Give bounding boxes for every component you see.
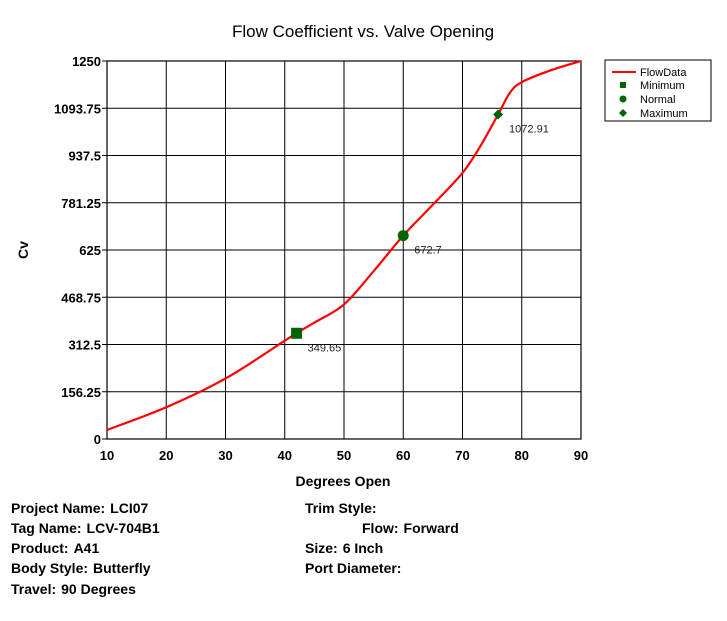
data-label-maximum: 1072.91 — [509, 124, 549, 136]
marker-maximum — [493, 109, 504, 120]
project-name-value: LCI07 — [110, 500, 149, 516]
port-diameter-row: Port Diameter: — [305, 560, 406, 576]
data-label-normal: 672.7 — [414, 245, 442, 257]
y-tick-label: 0 — [94, 432, 101, 447]
travel-label: Travel: — [11, 581, 57, 597]
flow-row: Flow: Forward — [362, 520, 459, 536]
x-tick-label: 30 — [218, 448, 232, 463]
flow-value: Forward — [403, 520, 459, 536]
y-tick-label: 312.5 — [68, 338, 101, 353]
axes: 10 20 30 40 50 60 70 80 90 0 156.25 312.5 468.75 625 7… — [54, 54, 588, 463]
travel-value: 90 Degrees — [61, 581, 136, 597]
legend-square-swatch — [620, 82, 626, 88]
x-tick-label: 10 — [100, 448, 114, 463]
y-tick-label: 468.75 — [61, 290, 101, 305]
travel-row: Travel: 90 Degrees — [11, 581, 136, 597]
y-tick-label: 1250 — [72, 54, 101, 69]
chart-title: Flow Coefficient vs. Valve Opening — [232, 22, 494, 41]
marker-layer: 349.65 672.7 1072.91 — [291, 109, 549, 354]
body-style-label: Body Style: — [11, 560, 89, 576]
x-axis-title: Degrees Open — [296, 473, 391, 489]
project-name-label: Project Name: — [11, 500, 106, 516]
y-tick-label: 1093.75 — [54, 101, 101, 116]
trim-style-label: Trim Style: — [305, 500, 377, 516]
product-label: Product: — [11, 540, 69, 556]
size-row: Size: 6 Inch — [305, 540, 383, 556]
body-style-row: Body Style: Butterfly — [11, 560, 151, 576]
y-tick-label: 625 — [79, 243, 101, 258]
port-diameter-label: Port Diameter: — [305, 560, 402, 576]
product-row: Product: A41 — [11, 540, 99, 556]
legend-diamond-swatch — [619, 109, 627, 117]
plot-frame — [106, 60, 582, 440]
size-label: Size: — [305, 540, 338, 556]
x-tick-label: 80 — [515, 448, 529, 463]
marker-minimum — [291, 327, 303, 339]
tag-name-value: LCV-704B1 — [86, 520, 160, 536]
y-axis-title: Cv — [15, 241, 31, 259]
legend-item-flowdata: FlowData — [640, 67, 687, 79]
data-label-minimum: 349.65 — [308, 342, 342, 354]
x-tick-label: 70 — [455, 448, 469, 463]
x-tick-label: 40 — [278, 448, 292, 463]
tag-name-label: Tag Name: — [11, 520, 82, 536]
body-style-value: Butterfly — [93, 560, 151, 576]
legend-item-normal: Normal — [640, 94, 675, 106]
y-tick-label: 937.5 — [68, 149, 101, 164]
x-tick-label: 20 — [159, 448, 173, 463]
x-tick-label: 50 — [337, 448, 351, 463]
legend-circle-swatch — [619, 95, 627, 103]
y-tick-label: 781.25 — [61, 196, 101, 211]
tag-name-row: Tag Name: LCV-704B1 — [11, 520, 160, 536]
x-tick-label: 60 — [396, 448, 410, 463]
marker-normal — [397, 230, 409, 242]
legend-item-maximum: Maximum — [640, 108, 688, 120]
x-tick-label: 90 — [574, 448, 588, 463]
flow-label: Flow: — [362, 520, 399, 536]
y-tick-label: 156.25 — [61, 385, 101, 400]
trim-style-row: Trim Style: — [305, 500, 382, 516]
legend: FlowData Minimum Normal Maximum — [604, 59, 712, 122]
legend-item-minimum: Minimum — [640, 80, 685, 92]
product-value: A41 — [73, 540, 100, 556]
grid — [106, 60, 582, 440]
size-value: 6 Inch — [342, 540, 384, 556]
project-name-row: Project Name: LCI07 — [11, 500, 148, 516]
